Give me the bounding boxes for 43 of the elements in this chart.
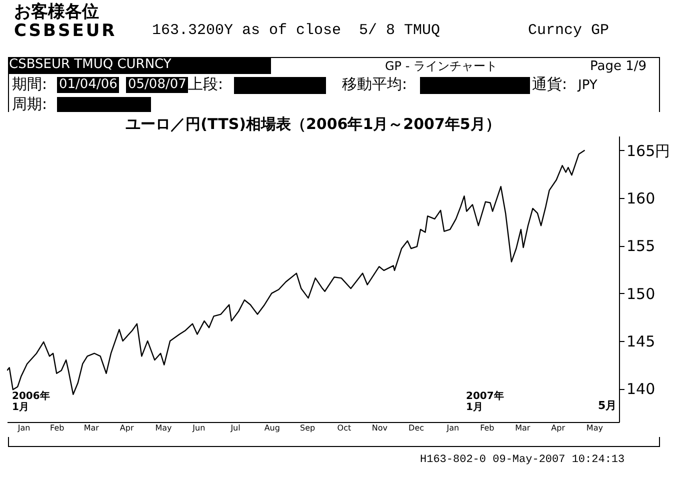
- x-tick-label: Jun: [192, 424, 206, 432]
- x-tick-label: Jan: [16, 424, 30, 432]
- text: 05/08/07: [126, 77, 188, 93]
- x-tick-label: Mar: [515, 424, 531, 432]
- text: GP - ラインチャート: [385, 59, 498, 73]
- annotation: 2007年 1月: [466, 391, 504, 413]
- y-tick-label: 165円: [626, 142, 670, 160]
- text: 上段:: [188, 75, 224, 93]
- text: H163-802-0 09-May-2007 10:24:13: [420, 454, 625, 467]
- x-tick-label: Apr: [551, 424, 566, 432]
- text: 移動平均:: [342, 75, 408, 93]
- x-tick-label: May: [155, 424, 172, 432]
- chart-title: ユーロ／円(TTS)相場表（2006年1月～2007年5月）: [126, 115, 500, 133]
- y-tick-label: 150: [626, 284, 656, 303]
- x-tick-label: Oct: [337, 424, 352, 432]
- text: Curncy GP: [528, 22, 610, 39]
- text: Page 1/9: [590, 59, 647, 74]
- text: CSBSEUR TMUQ CURNCY: [9, 57, 271, 74]
- y-tick-label: 140: [626, 380, 656, 398]
- annotation: 5月: [598, 399, 617, 412]
- text: 163.3200Y as of close 5/ 8 TMUQ: [152, 22, 440, 39]
- x-tick-label: Nov: [372, 424, 388, 432]
- x-tick-label: May: [586, 424, 604, 432]
- x-tick-label: Jul: [230, 424, 240, 432]
- text: JPY: [578, 78, 598, 93]
- x-tick-label: Feb: [50, 424, 64, 432]
- x-tick-label: Aug: [264, 424, 280, 432]
- text: 期間:: [12, 75, 48, 93]
- annotation: 2006年 1月: [12, 391, 50, 413]
- x-tick-label: Feb: [480, 424, 494, 432]
- x-tick-label: Mar: [84, 424, 100, 432]
- x-tick-label: Dec: [408, 424, 424, 432]
- text: 周期:: [12, 95, 48, 113]
- y-tick-label: 160: [626, 189, 656, 208]
- x-tick-label: Jan: [446, 424, 460, 432]
- text: 01/04/06: [57, 77, 120, 93]
- text: CSBSEUR: [14, 21, 117, 41]
- x-tick-label: Apr: [120, 424, 134, 432]
- x-tick-label: Sep: [300, 424, 316, 432]
- text: 通貨:: [532, 75, 568, 93]
- y-tick-label: 155: [626, 237, 656, 256]
- y-tick-label: 145: [626, 332, 656, 350]
- text: お客様各位: [14, 2, 99, 22]
